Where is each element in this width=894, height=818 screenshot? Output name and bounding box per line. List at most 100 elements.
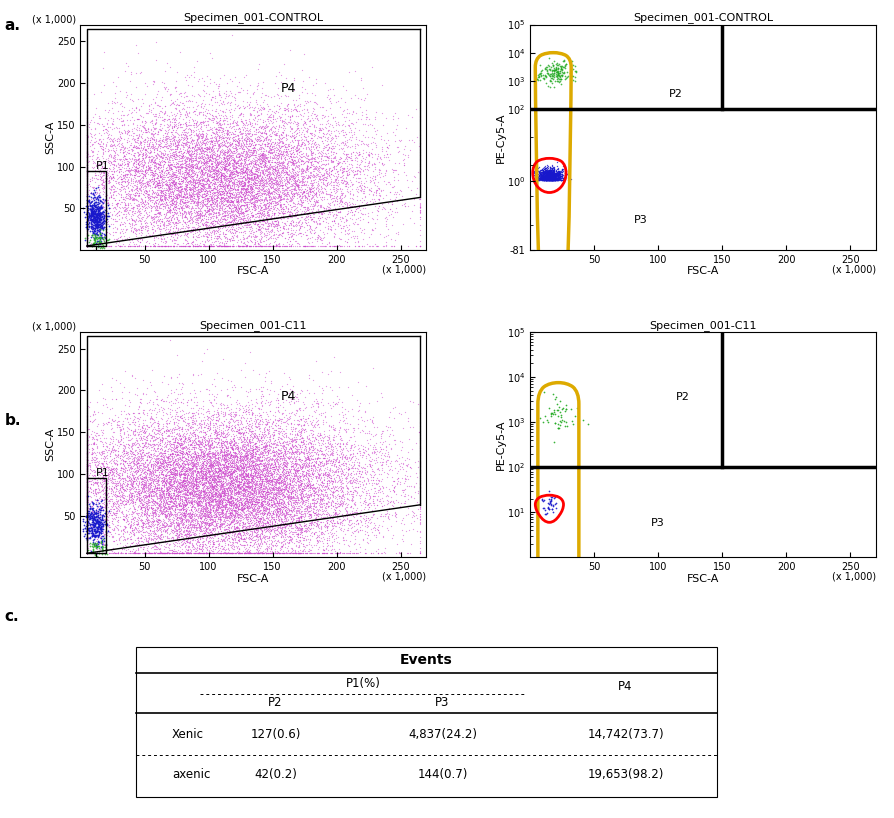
Point [249, 529, 263, 542]
Point [217, 181, 232, 194]
Point [164, 516, 178, 529]
Point [296, 461, 310, 474]
Point [211, 503, 225, 516]
Point [266, 468, 281, 481]
Point [220, 442, 234, 455]
Point [294, 546, 308, 560]
Point [207, 546, 221, 560]
Point [223, 420, 237, 434]
Point [141, 451, 156, 464]
Point [192, 151, 207, 164]
Point [196, 546, 210, 560]
Point [147, 532, 161, 545]
Point [170, 106, 184, 119]
Point [365, 142, 379, 155]
Point [342, 168, 356, 181]
Point [345, 520, 359, 533]
Point [188, 433, 202, 446]
Point [215, 542, 230, 555]
Point [244, 183, 258, 196]
Point [228, 504, 242, 517]
Point [168, 463, 182, 476]
Point [249, 79, 264, 92]
Point [537, 171, 552, 184]
Point [185, 461, 199, 474]
Point [283, 489, 297, 502]
Point [131, 169, 145, 182]
Point [140, 521, 155, 534]
Point [413, 481, 427, 494]
Point [265, 214, 279, 227]
Point [175, 475, 190, 488]
Point [175, 451, 190, 464]
Text: axenic: axenic [172, 768, 210, 781]
Point [80, 475, 94, 488]
Point [275, 179, 290, 192]
Point [181, 144, 195, 157]
Point [539, 163, 553, 176]
Point [240, 490, 254, 503]
Point [278, 446, 292, 459]
Point [176, 478, 190, 491]
Point [253, 465, 267, 479]
Point [207, 453, 222, 466]
Point [270, 168, 284, 181]
Point [293, 227, 308, 240]
Point [213, 446, 227, 459]
Point [237, 196, 251, 209]
Point [348, 240, 362, 253]
Point [213, 224, 227, 237]
Point [285, 142, 299, 155]
Point [227, 203, 241, 216]
Point [199, 438, 214, 451]
Point [122, 184, 137, 197]
Point [262, 497, 276, 510]
Point [137, 501, 151, 514]
Point [315, 476, 329, 489]
Point [225, 227, 240, 240]
Point [536, 173, 551, 186]
Point [193, 490, 207, 503]
Point [220, 188, 234, 201]
Point [249, 95, 264, 108]
Point [552, 172, 567, 185]
Point [542, 166, 556, 179]
Point [259, 417, 274, 430]
Point [164, 212, 179, 225]
Point [186, 460, 200, 473]
Point [83, 199, 97, 212]
Point [186, 175, 200, 188]
Point [235, 452, 249, 465]
Point [253, 417, 267, 430]
Point [235, 470, 249, 483]
Point [89, 510, 104, 523]
Point [260, 418, 274, 431]
Point [201, 469, 215, 482]
Point [222, 471, 236, 484]
Point [205, 124, 219, 137]
Point [159, 523, 173, 536]
Point [173, 481, 187, 494]
Point [348, 474, 362, 487]
Point [80, 486, 94, 499]
Point [258, 502, 273, 515]
Point [137, 470, 151, 483]
Point [80, 479, 94, 492]
Point [321, 430, 335, 443]
Point [174, 467, 189, 480]
Point [203, 133, 217, 146]
Point [238, 489, 252, 502]
Point [266, 109, 281, 122]
Point [307, 503, 321, 516]
Point [284, 542, 299, 555]
Point [316, 479, 331, 492]
Point [158, 197, 173, 210]
Point [141, 487, 156, 500]
Point [351, 404, 366, 417]
Point [280, 506, 294, 519]
Point [154, 495, 168, 508]
Point [305, 240, 319, 253]
Point [253, 233, 267, 246]
Point [323, 540, 337, 553]
Point [148, 199, 163, 212]
